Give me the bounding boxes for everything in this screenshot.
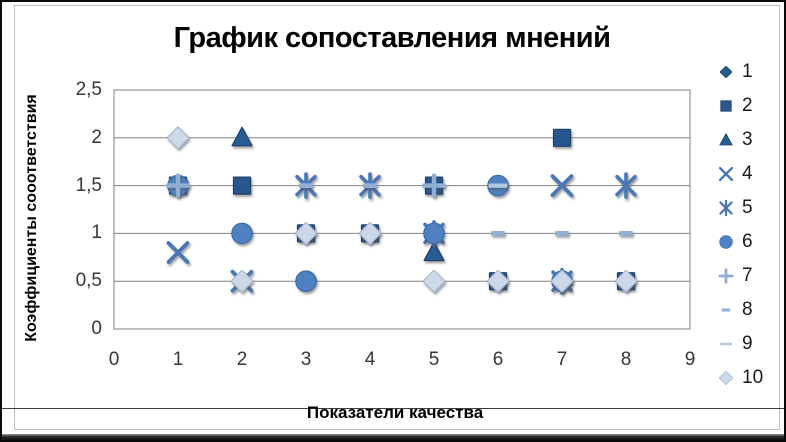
series-10-marker: [486, 269, 510, 293]
legend-label: 1: [742, 61, 753, 82]
triangle-icon: [719, 133, 733, 146]
series-10-marker: [294, 222, 318, 245]
x-tick-label: 9: [684, 349, 696, 370]
plus-icon: [718, 268, 734, 284]
series-3-marker: [231, 126, 253, 147]
series-10-marker: [358, 222, 382, 245]
legend-label: 8: [742, 299, 753, 320]
series-2-marker: [232, 176, 252, 195]
legend-label: 3: [742, 129, 753, 150]
y-tick-label: 0: [91, 318, 102, 339]
plot-border: [113, 89, 691, 330]
y-tick-label: 1,5: [75, 174, 102, 196]
series-10-marker: [614, 269, 638, 293]
circle-icon: [719, 235, 733, 249]
dash-long-icon: [720, 342, 732, 346]
legend-label: 7: [742, 265, 753, 286]
x-tick-label: 4: [364, 349, 376, 370]
series-6-marker: [295, 270, 317, 293]
x-tick-label: 8: [620, 349, 632, 370]
x-tick-label: 0: [108, 349, 120, 370]
legend-label: 2: [742, 95, 753, 116]
dash-short-icon: [721, 308, 731, 312]
x-tick-label: 6: [492, 349, 504, 370]
x-tick-label: 7: [556, 349, 568, 370]
series-10-marker: [550, 269, 574, 293]
series-10-marker: [422, 269, 446, 293]
series-5-marker: [615, 172, 637, 199]
diamond-light-icon: [719, 371, 733, 385]
horizontal-rule: [2, 408, 784, 409]
y-tick-label: 2: [91, 126, 102, 148]
series-8-marker: [299, 183, 313, 188]
legend-item-5: 5: [712, 191, 784, 225]
series-3-marker: [423, 241, 445, 262]
series-8-marker: [491, 231, 505, 236]
legend-item-7: 7: [712, 259, 784, 293]
square-icon: [720, 100, 732, 112]
legend-item-8: 8: [712, 293, 784, 327]
diamond-icon: [719, 65, 733, 79]
series-2-marker: [552, 128, 572, 147]
asterisk-icon: [719, 199, 733, 217]
legend-item-2: 2: [712, 89, 784, 123]
series-8-marker: [619, 231, 633, 236]
x-tick-label: 1: [172, 349, 184, 370]
x-tick-label: 3: [300, 349, 312, 370]
legend-label: 4: [742, 163, 753, 184]
series-4-marker: [550, 174, 574, 198]
x-tick-label: 5: [428, 349, 440, 370]
series-8-marker: [555, 231, 569, 236]
legend-label: 10: [742, 367, 764, 388]
bottom-window-edge: [2, 434, 784, 440]
series-7-marker: [165, 173, 191, 198]
legend-label: 9: [742, 333, 753, 354]
legend-item-9: 9: [712, 327, 784, 361]
y-axis-title: Коэффициенты сооответствия: [23, 94, 40, 342]
series-10-marker: [166, 126, 190, 150]
legend-item-3: 3: [712, 123, 784, 157]
x-icon: [718, 166, 734, 182]
series-6-marker: [231, 222, 253, 245]
legend-item-6: 6: [712, 225, 784, 259]
legend-label: 6: [742, 231, 753, 252]
x-axis-title: Показатели качества: [306, 403, 484, 422]
legend-label: 5: [742, 197, 753, 218]
series-4-marker: [166, 241, 190, 264]
legend-item-1: 1: [712, 55, 784, 89]
series-9-marker: [488, 183, 508, 188]
series-10-marker: [230, 269, 254, 293]
series-6-marker: [423, 222, 445, 245]
y-tick-label: 0,5: [75, 270, 102, 292]
y-tick-label: 1: [91, 222, 102, 244]
legend-item-10: 10: [712, 361, 784, 395]
legend-item-4: 4: [712, 157, 784, 191]
chart-title: График сопоставления мнений: [173, 22, 611, 54]
x-tick-label: 2: [236, 349, 248, 370]
y-tick-label: 2,5: [75, 79, 102, 100]
series-7-marker: [421, 173, 447, 198]
series-8-marker: [363, 183, 377, 188]
